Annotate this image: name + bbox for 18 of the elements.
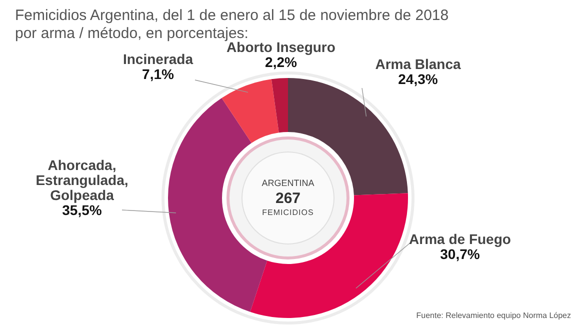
text: 267 xyxy=(275,190,301,207)
slice-label: Arma de Fuego xyxy=(409,231,511,247)
slice-label: Incinerada xyxy=(122,51,194,67)
slice-label: Ahorcada, Estrangulada, Golpeada xyxy=(36,157,128,203)
data-label: 2,2% xyxy=(265,54,298,70)
data-label: 24,3% xyxy=(398,71,438,87)
data-label: 35,5% xyxy=(62,202,102,218)
chart-title: Femicidios Argentina, del 1 de enero al 15 de noviembre de 2018 por arma / método, en porcentajes: xyxy=(15,7,449,42)
donut-slice xyxy=(271,78,288,133)
donut-slice xyxy=(250,193,408,318)
source-note: Fuente: Relevamiento equipo Norma López xyxy=(416,311,571,320)
slice-label: Aborto Inseguro xyxy=(226,39,336,55)
text: ARGENTINA xyxy=(262,178,314,188)
slice-label: Arma Blanca xyxy=(375,56,462,72)
data-label: 7,1% xyxy=(142,66,174,82)
donut-slice xyxy=(222,79,279,143)
data-label: 30,7% xyxy=(440,246,480,262)
text: FEMICIDIOS xyxy=(262,208,314,217)
